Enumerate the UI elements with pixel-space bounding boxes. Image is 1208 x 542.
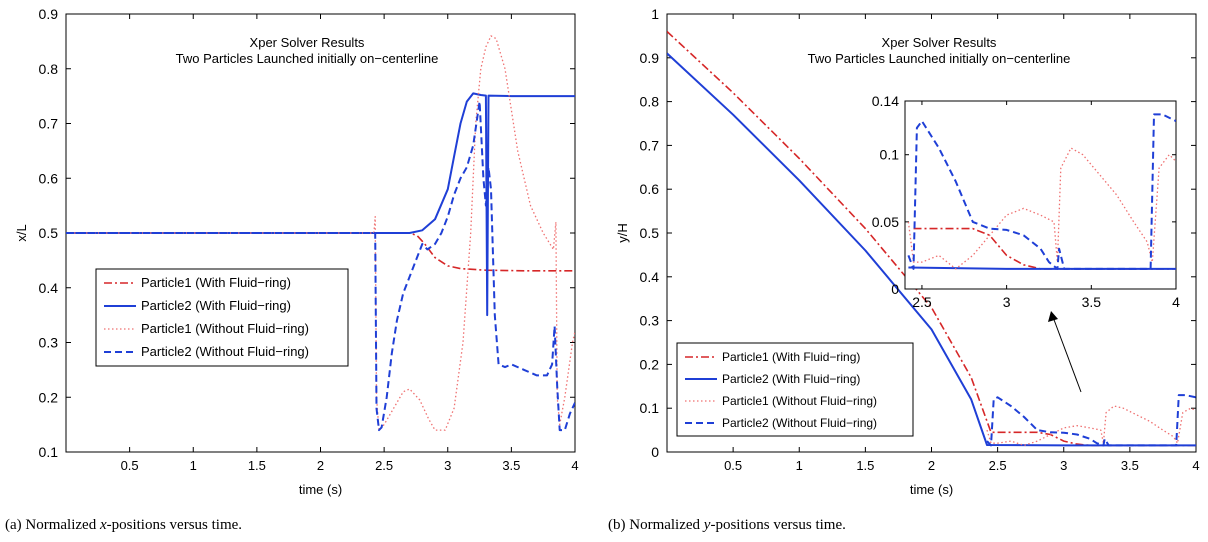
chart-title-line: Two Particles Launched initially on−cent… (808, 51, 1071, 66)
y-tick-label: 0.6 (640, 181, 660, 197)
inset-y-tick-label: 0 (891, 281, 899, 297)
x-tick-label: 1.5 (856, 458, 874, 473)
legend-box (95, 268, 349, 367)
y-tick-label: 0.3 (640, 313, 660, 329)
legend-entry: Particle1 (Without Fluid−ring) (141, 321, 309, 336)
series-line-1 (667, 30, 1196, 447)
y-tick-label: 0.7 (640, 137, 660, 153)
inset-x-tick-label: 3.5 (1082, 294, 1102, 310)
series-line-2 (667, 52, 1196, 447)
inset-x-tick-label: 3 (1003, 294, 1011, 310)
inset-y-tick-label: 0.05 (872, 214, 899, 230)
series-group (667, 30, 1196, 447)
y-tick-label: 0.9 (39, 6, 59, 22)
x-tick-label: 0.5 (121, 458, 139, 473)
x-tick-label: 1 (796, 458, 803, 473)
figure-canvas: 0.5 1 1.5 2 2.5 3 3.5 4 0.1 0.2 0.3 0.4 0.5 0.6 0.7 0.8… (14, 6, 1200, 497)
y-tick-label: 0.7 (39, 116, 59, 132)
chart-title-line: Two Particles Launched initially on−cent… (176, 51, 439, 66)
y-tick-label: 0.1 (39, 444, 59, 460)
x-tick-label: 3.5 (502, 458, 520, 473)
y-tick-label: 0.4 (640, 269, 660, 285)
y-tick-label: 0 (651, 444, 659, 460)
y-axis-label: y/H (615, 223, 630, 243)
chart-title-line: Xper Solver Results (882, 35, 997, 50)
legend-box (676, 342, 914, 437)
zoom-arrow-head (1048, 311, 1058, 322)
series-line-4 (66, 100, 575, 432)
x-tick-label: 2.5 (375, 458, 393, 473)
x-axis-label: time (s) (910, 482, 953, 497)
plot-1: 0.5 1 1.5 2 2.5 3 3.5 4 0.1 0.2 0.3 0.4 0.5 0.6 0.7 0.8… (14, 6, 579, 497)
y-tick-label: 1 (651, 6, 659, 22)
inset-frame (904, 100, 1177, 290)
inset-y-tick-label: 0.1 (880, 147, 900, 163)
inset-x-tick-label: 2.5 (912, 294, 932, 310)
plot-2: 0.5 1 1.5 2 2.5 3 3.5 4 0 0.1 0.2 0.3 0.4 0.5 0.6 0.7 0.… (615, 6, 1200, 497)
series-line-1 (66, 232, 575, 272)
legend-entry: Particle1 (With Fluid−ring) (722, 350, 860, 364)
inset-series-line-3 (907, 147, 1176, 270)
inset-plot: 2.5 3 3.5 4 0 0.05 0.1 0.14 (872, 93, 1180, 393)
y-tick-label: 0.3 (39, 335, 59, 351)
y-tick-label: 0.2 (640, 356, 660, 372)
y-tick-label: 0.5 (640, 225, 660, 241)
caption-a: (a) Normalized x-positions versus time. (5, 517, 243, 533)
inset-series-line-4 (907, 113, 1176, 270)
series-group (66, 35, 575, 432)
y-tick-label: 0.8 (640, 94, 660, 110)
series-line-3 (986, 405, 1196, 447)
legend-entry: Particle1 (With Fluid−ring) (141, 275, 291, 290)
x-tick-label: 2 (928, 458, 935, 473)
y-tick-label: 0.6 (39, 170, 59, 186)
y-tick-label: 0.4 (39, 280, 59, 296)
legend-entry: Particle1 (Without Fluid−ring) (722, 394, 877, 408)
x-tick-label: 3 (444, 458, 451, 473)
caption-b: (b) Normalized y-positions versus time. (608, 517, 846, 533)
legend-entry: Particle2 (With Fluid−ring) (141, 298, 291, 313)
zoom-arrow (1052, 316, 1082, 393)
inset-x-tick-label: 4 (1172, 294, 1180, 310)
x-axis-label: time (s) (299, 482, 342, 497)
x-tick-label: 4 (571, 458, 578, 473)
x-tick-label: 0.5 (724, 458, 742, 473)
y-axis-label: x/L (14, 224, 29, 241)
y-tick-label: 0.8 (39, 61, 59, 77)
legend: Particle1 (With Fluid−ring) Particle2 (Wi… (676, 342, 914, 437)
y-tick-label: 0.5 (39, 225, 59, 241)
chart-title-line: Xper Solver Results (250, 35, 365, 50)
series-line-4 (986, 394, 1196, 447)
x-tick-label: 1.5 (248, 458, 266, 473)
y-tick-label: 0.1 (640, 400, 660, 416)
inset-y-tick-label: 0.14 (872, 93, 899, 109)
y-tick-label: 0.2 (39, 389, 59, 405)
y-tick-label: 0.9 (640, 50, 660, 66)
legend-entry: Particle2 (Without Fluid−ring) (722, 416, 877, 430)
legend-entry: Particle2 (Without Fluid−ring) (141, 344, 309, 359)
x-tick-label: 3.5 (1121, 458, 1139, 473)
legend-entry: Particle2 (With Fluid−ring) (722, 372, 860, 386)
inset-series-group (907, 113, 1176, 270)
x-tick-label: 3 (1060, 458, 1067, 473)
x-tick-label: 2.5 (989, 458, 1007, 473)
series-line-3 (66, 35, 575, 431)
x-tick-label: 4 (1192, 458, 1199, 473)
x-tick-label: 1 (190, 458, 197, 473)
x-tick-label: 2 (317, 458, 324, 473)
legend: Particle1 (With Fluid−ring) Particle2 (Wi… (95, 268, 349, 367)
